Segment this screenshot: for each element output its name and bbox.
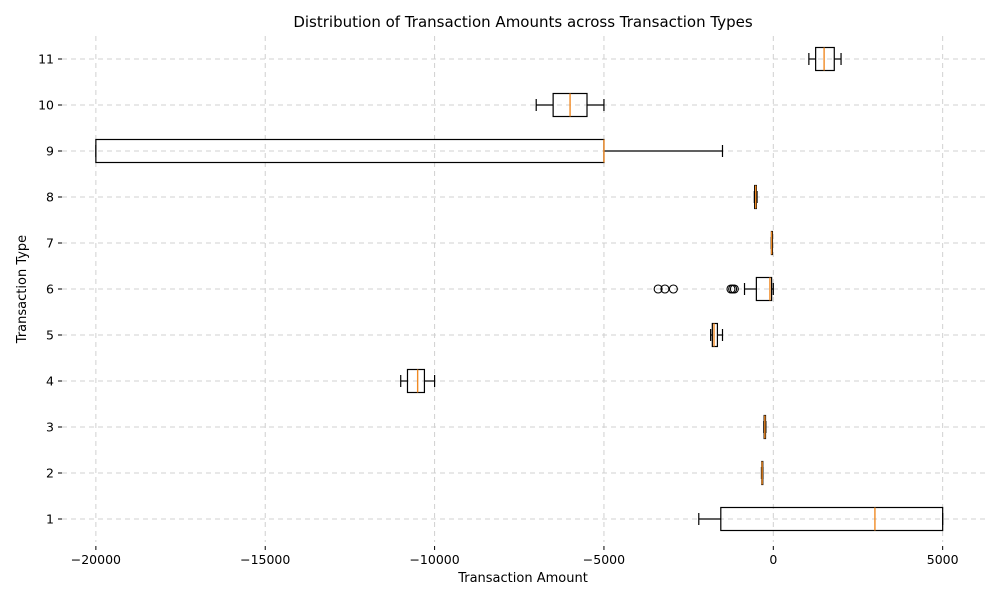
box-group-9 bbox=[95, 138, 724, 164]
chart-title: Distribution of Transaction Amounts acro… bbox=[293, 13, 752, 31]
box-iqr bbox=[406, 368, 426, 394]
x-axis-label: Transaction Amount bbox=[457, 571, 588, 586]
y-tick-label: 7 bbox=[46, 236, 54, 251]
box-group-10 bbox=[535, 92, 605, 118]
grid-layer bbox=[62, 36, 985, 542]
box-iqr bbox=[720, 506, 944, 532]
box-group-8 bbox=[753, 184, 758, 210]
outlier-point bbox=[668, 284, 678, 294]
box-group-7 bbox=[770, 230, 774, 256]
y-tick-label: 10 bbox=[38, 98, 54, 113]
y-tick-label: 2 bbox=[46, 466, 54, 481]
x-tick-label: −10000 bbox=[409, 552, 459, 567]
box-group-1 bbox=[698, 506, 944, 532]
x-tick-label: 0 bbox=[769, 552, 777, 567]
x-tick-label: 5000 bbox=[927, 552, 959, 567]
box-group-5 bbox=[710, 322, 724, 348]
y-tick-label: 8 bbox=[46, 190, 54, 205]
x-tick-label: −20000 bbox=[71, 552, 121, 567]
y-tick-label: 4 bbox=[46, 374, 54, 389]
outlier-point bbox=[653, 284, 663, 294]
box-iqr bbox=[711, 322, 719, 348]
x-tick-label: −15000 bbox=[240, 552, 290, 567]
y-tick-label: 6 bbox=[46, 282, 54, 297]
x-tick-label: −5000 bbox=[583, 552, 625, 567]
box-group-6 bbox=[653, 276, 774, 302]
boxes-layer bbox=[95, 46, 944, 532]
box-iqr bbox=[755, 276, 773, 302]
y-axis-label: Transaction Type bbox=[15, 235, 30, 344]
box-iqr bbox=[815, 46, 835, 72]
y-tick-label: 3 bbox=[46, 420, 54, 435]
outlier-point bbox=[729, 284, 739, 294]
y-tick-label: 1 bbox=[46, 512, 54, 527]
box-group-2 bbox=[760, 460, 764, 486]
box-group-4 bbox=[400, 368, 436, 394]
y-tick-label: 11 bbox=[38, 52, 54, 67]
box-group-3 bbox=[763, 414, 767, 440]
y-tick-label: 5 bbox=[46, 328, 54, 343]
box-group-11 bbox=[808, 46, 842, 72]
y-tick-label: 9 bbox=[46, 144, 54, 159]
ticks-layer: −20000 −15000 −10000 −5000 0 5000 1 2 3 4 5 6 7 8 9 10 1… bbox=[38, 52, 959, 568]
